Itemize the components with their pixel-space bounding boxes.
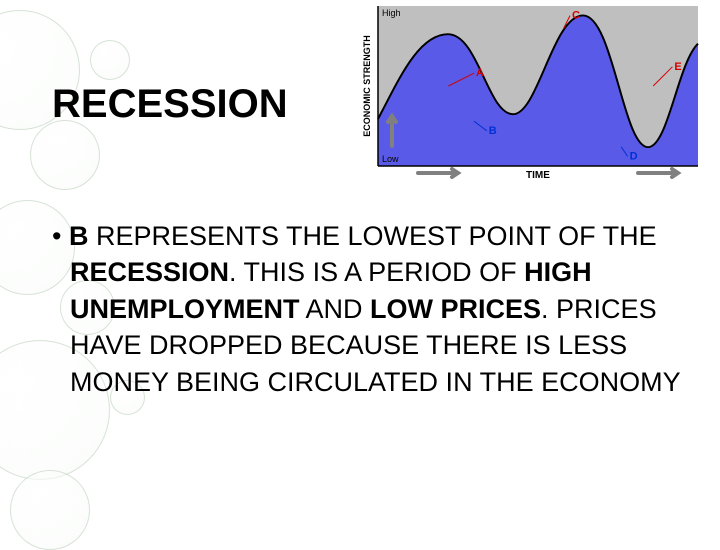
- body-text: . THIS IS A PERIOD OF: [229, 257, 524, 287]
- body-text: REPRESENTS THE LOWEST POINT OF THE: [88, 221, 656, 251]
- bullet-text-block: • B REPRESENTS THE LOWEST POINT OF THE R…: [52, 218, 692, 400]
- svg-text:E: E: [674, 61, 681, 73]
- bold-text: B: [69, 221, 89, 251]
- body-text: AND: [300, 294, 371, 324]
- svg-text:Low: Low: [382, 154, 399, 164]
- business-cycle-chart: ECONOMIC STRENGTH TIME High Low A B C D E: [360, 2, 700, 180]
- svg-text:High: High: [382, 8, 401, 18]
- chart-svg: ECONOMIC STRENGTH TIME High Low A B C D E: [360, 2, 700, 180]
- svg-text:D: D: [630, 150, 638, 162]
- svg-text:C: C: [572, 10, 580, 22]
- page-title: RECESSION: [52, 82, 288, 127]
- svg-text:TIME: TIME: [526, 170, 550, 180]
- svg-text:B: B: [489, 125, 497, 137]
- body-text: •: [52, 221, 69, 251]
- bold-text: LOW PRICES: [370, 294, 541, 324]
- svg-text:A: A: [476, 67, 484, 79]
- svg-text:ECONOMIC STRENGTH: ECONOMIC STRENGTH: [362, 35, 372, 137]
- bold-text: RECESSION: [70, 257, 229, 287]
